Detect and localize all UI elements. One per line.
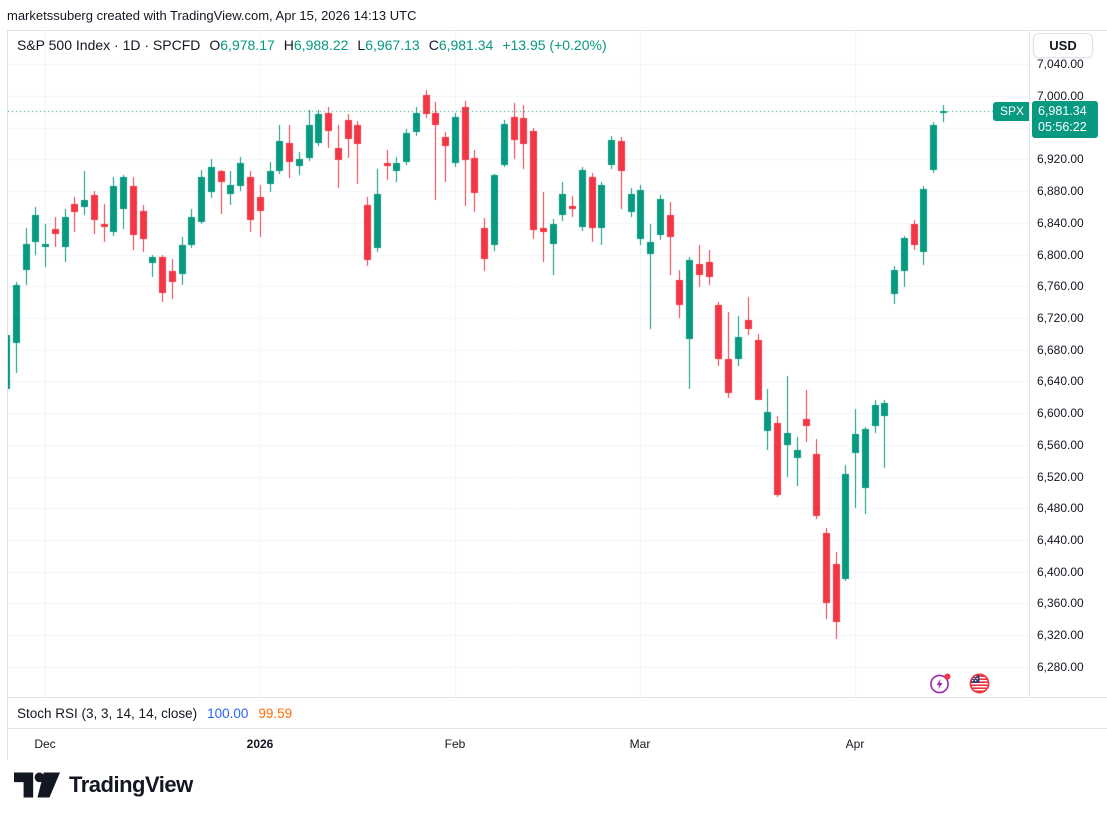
symbol-title[interactable]: S&P 500 Index · 1D · SPCFD bbox=[17, 37, 200, 53]
symbol-row: S&P 500 Index · 1D · SPCFD O6,978.17 H6,… bbox=[17, 37, 607, 53]
price-axis-label: 6,640.00 bbox=[1037, 374, 1084, 388]
indicator-row: Stoch RSI (3, 3, 14, 14, close) 100.00 9… bbox=[8, 697, 1107, 728]
chart-canvas[interactable] bbox=[8, 31, 1029, 697]
chart-widget: S&P 500 Index · 1D · SPCFD O6,978.17 H6,… bbox=[7, 30, 1107, 760]
currency-usd-button[interactable]: USD bbox=[1033, 33, 1093, 58]
price-axis-label: 6,280.00 bbox=[1037, 660, 1084, 674]
ohlc-low: L6,967.13 bbox=[357, 37, 419, 53]
open-value: 6,978.17 bbox=[220, 37, 275, 53]
price-axis-label: 6,720.00 bbox=[1037, 311, 1084, 325]
indicator-title[interactable]: Stoch RSI (3, 3, 14, 14, close) bbox=[17, 706, 197, 721]
price-axis-label: 6,400.00 bbox=[1037, 565, 1084, 579]
price-axis-label: 6,840.00 bbox=[1037, 216, 1084, 230]
price-axis-label: 6,600.00 bbox=[1037, 406, 1084, 420]
main-chart-pane[interactable]: S&P 500 Index · 1D · SPCFD O6,978.17 H6,… bbox=[8, 31, 1029, 697]
price-axis-label: 6,320.00 bbox=[1037, 628, 1084, 642]
tradingview-logo[interactable]: TradingView bbox=[14, 772, 193, 798]
change-value: +13.95 (+0.20%) bbox=[502, 37, 606, 53]
attribution-text: marketssuberg created with TradingView.c… bbox=[7, 8, 416, 23]
ohlc-open: O6,978.17 bbox=[209, 37, 274, 53]
last-price-box: 6,981.34 05:56:22 bbox=[1032, 101, 1098, 138]
price-axis-label: 6,920.00 bbox=[1037, 152, 1084, 166]
high-value: 6,988.22 bbox=[294, 37, 349, 53]
last-price-value: 6,981.34 bbox=[1038, 103, 1098, 119]
price-axis-label: 6,760.00 bbox=[1037, 279, 1084, 293]
price-axis-label: 6,360.00 bbox=[1037, 596, 1084, 610]
ideas-lightning-icon[interactable] bbox=[929, 672, 952, 695]
close-value: 6,981.34 bbox=[439, 37, 494, 53]
pane-corner-icons bbox=[929, 672, 991, 695]
us-flag-events-icon[interactable] bbox=[968, 672, 991, 695]
last-price-symbol-tag: SPX bbox=[993, 102, 1029, 121]
low-value: 6,967.13 bbox=[365, 37, 420, 53]
price-axis-label: 6,880.00 bbox=[1037, 184, 1084, 198]
ohlc-high: H6,988.22 bbox=[284, 37, 349, 53]
price-axis-label: 6,480.00 bbox=[1037, 501, 1084, 515]
time-axis-label: Apr bbox=[846, 737, 865, 751]
time-axis-label: 2026 bbox=[247, 737, 274, 751]
price-axis-label: 6,520.00 bbox=[1037, 470, 1084, 484]
time-axis[interactable]: Dec 2026 Feb Mar Apr bbox=[8, 728, 1107, 761]
stoch-d-value: 99.59 bbox=[258, 706, 292, 721]
bar-countdown: 05:56:22 bbox=[1038, 119, 1098, 135]
time-axis-label: Feb bbox=[445, 737, 466, 751]
time-axis-label: Mar bbox=[630, 737, 651, 751]
price-axis-label: 6,440.00 bbox=[1037, 533, 1084, 547]
stoch-k-value: 100.00 bbox=[207, 706, 248, 721]
tradingview-logo-icon bbox=[14, 772, 60, 798]
price-axis-label: 6,800.00 bbox=[1037, 248, 1084, 262]
price-axis-label: 6,680.00 bbox=[1037, 343, 1084, 357]
ohlc-close: C6,981.34 bbox=[429, 37, 494, 53]
time-axis-label: Dec bbox=[34, 737, 55, 751]
price-axis-label: 7,040.00 bbox=[1037, 57, 1084, 71]
page: marketssuberg created with TradingView.c… bbox=[0, 0, 1107, 818]
price-axis-label: 6,560.00 bbox=[1037, 438, 1084, 452]
tradingview-logo-text: TradingView bbox=[69, 772, 193, 798]
